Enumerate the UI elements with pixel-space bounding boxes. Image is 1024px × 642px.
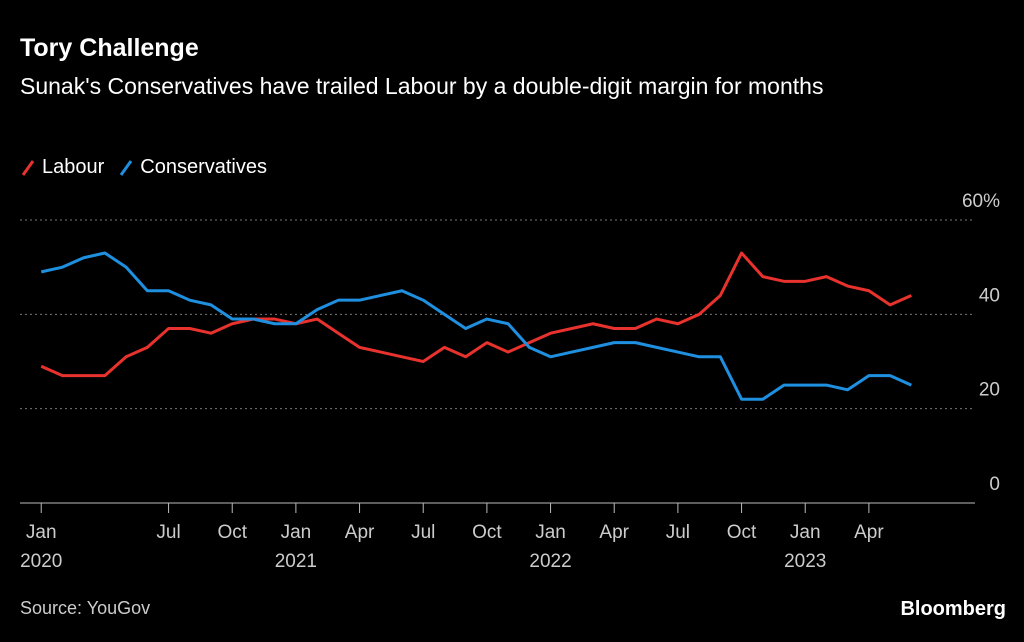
x-year-label: 2020 <box>20 551 62 572</box>
legend-label: Labour <box>42 156 105 178</box>
x-year-label: 2022 <box>529 551 571 572</box>
legend-item: Labour <box>20 156 104 179</box>
x-tick-label: Oct <box>472 522 502 543</box>
legend-swatch <box>21 159 35 176</box>
x-year-label: 2023 <box>784 551 826 572</box>
x-tick-label: Jan <box>535 522 566 543</box>
x-tick-label: Jan <box>281 522 312 543</box>
x-tick-label: Jul <box>156 522 180 543</box>
legend-swatch <box>120 159 133 176</box>
brand: Bloomberg <box>900 598 1006 620</box>
legend-icon <box>21 159 35 176</box>
x-tick-label: Jul <box>411 522 435 543</box>
legend-item: Conservatives <box>118 156 267 179</box>
y-tick-label: 60% <box>962 191 1000 212</box>
chart-title: Tory Challenge <box>20 34 199 62</box>
chart-subtitle: Sunak's Conservatives have trailed Labou… <box>20 73 824 99</box>
line-series <box>40 251 912 378</box>
legend: Labour Conservatives <box>20 156 267 179</box>
line-series <box>40 251 912 401</box>
x-tick-label: Jan <box>26 522 57 543</box>
x-tick-label: Oct <box>727 522 757 543</box>
x-tick-label: Apr <box>599 522 629 543</box>
x-tick-label: Oct <box>217 522 247 543</box>
x-tick-label: Apr <box>345 522 375 543</box>
x-year-label: 2021 <box>275 551 317 572</box>
y-tick-label: 20 <box>979 380 1000 401</box>
x-tick-label: Jan <box>790 522 821 543</box>
source: Source: YouGov <box>20 598 151 618</box>
legend-icon <box>120 159 133 176</box>
x-tick-label: Apr <box>854 522 884 543</box>
y-tick-label: 0 <box>989 474 1000 495</box>
legend-label: Conservatives <box>140 156 267 178</box>
y-tick-label: 40 <box>979 285 1000 306</box>
x-tick-label: Jul <box>666 522 690 543</box>
